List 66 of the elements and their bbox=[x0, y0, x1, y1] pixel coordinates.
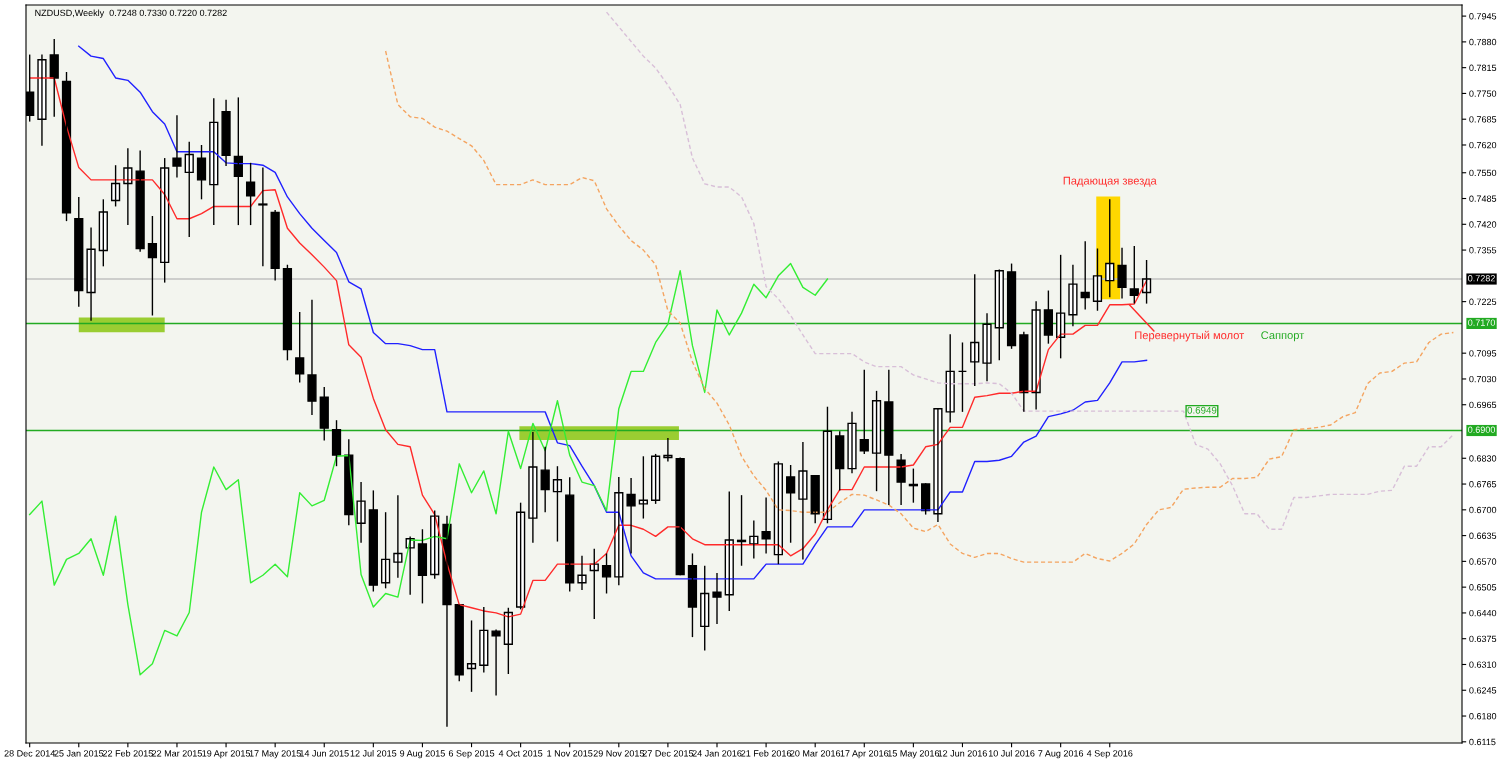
candlestick bbox=[491, 628, 501, 697]
line-series bbox=[28, 262, 829, 676]
y-tick-label: 0.6830 bbox=[1469, 455, 1497, 462]
y-tick-label: 0.7685 bbox=[1469, 116, 1497, 123]
ref-line-label: 0.6900 bbox=[1468, 426, 1495, 433]
x-tick-label: 22 Mar 2015 bbox=[152, 750, 202, 757]
y-tick-label: 0.7880 bbox=[1469, 38, 1497, 46]
x-tick-label: 24 Jan 2016 bbox=[692, 750, 742, 757]
y-tick-label: 0.6700 bbox=[1469, 506, 1497, 514]
candlestick bbox=[172, 114, 182, 179]
x-tick-label: 4 Oct 2015 bbox=[498, 750, 543, 757]
y-tick-label: 0.7030 bbox=[1469, 375, 1497, 383]
annotation: Падающая звезда bbox=[1063, 176, 1157, 187]
y-tick-label: 0.6375 bbox=[1469, 635, 1497, 643]
y-tick-label: 0.6765 bbox=[1469, 481, 1497, 488]
annotation: Перевернутый молот bbox=[1135, 330, 1245, 342]
x-tick-label: 10 Jul 2016 bbox=[988, 749, 1035, 757]
y-tick-label: 0.6965 bbox=[1469, 401, 1497, 409]
y-tick-label: 0.7355 bbox=[1469, 247, 1497, 254]
y-tick-label: 0.6245 bbox=[1469, 687, 1497, 694]
x-tick-label: 19 Apr 2015 bbox=[202, 750, 251, 759]
y-tick-label: 0.6505 bbox=[1469, 584, 1497, 591]
x-tick-label: 12 Jun 2016 bbox=[938, 750, 987, 757]
x-tick-label: 6 Sep 2015 bbox=[448, 750, 495, 759]
y-tick-label: 0.6635 bbox=[1469, 532, 1497, 539]
y-tick-label: 0.6570 bbox=[1469, 558, 1497, 565]
y-tick-label: 0.7095 bbox=[1469, 350, 1497, 357]
line-series bbox=[384, 50, 1455, 563]
x-tick-label: 29 Nov 2015 bbox=[593, 750, 645, 757]
x-tick-label: 27 Dec 2015 bbox=[642, 750, 694, 757]
x-tick-label: 12 Jul 2015 bbox=[350, 749, 397, 757]
y-tick-label: 0.6310 bbox=[1469, 661, 1497, 668]
y-tick-label: 0.6440 bbox=[1469, 609, 1497, 617]
ref-line-label: 0.7282 bbox=[1468, 275, 1495, 282]
y-tick-label: 0.7945 bbox=[1469, 13, 1497, 20]
candlestick bbox=[196, 144, 207, 201]
candlestick bbox=[601, 552, 612, 595]
y-tick-label: 0.7420 bbox=[1469, 221, 1497, 228]
line-series bbox=[605, 11, 1455, 530]
x-tick-label: 15 May 2016 bbox=[887, 750, 940, 759]
x-tick-label: 17 Apr 2016 bbox=[840, 750, 889, 759]
chart-title: NZDUSD,Weekly 0.7248 0.7330 0.7220 0.7282 bbox=[35, 9, 227, 18]
x-tick-label: 25 Jan 2015 bbox=[54, 750, 104, 757]
x-tick-label: 14 Jun 2015 bbox=[300, 750, 349, 757]
y-tick-label: 0.7550 bbox=[1469, 169, 1497, 177]
candlestick bbox=[258, 166, 268, 268]
y-tick-label: 0.7815 bbox=[1469, 64, 1497, 72]
x-tick-label: 9 Aug 2015 bbox=[400, 750, 445, 759]
candlestick bbox=[638, 455, 648, 520]
y-tick-label: 0.6115 bbox=[1469, 738, 1496, 746]
y-tick-label: 0.7225 bbox=[1469, 298, 1497, 305]
x-tick-label: 28 Dec 2014 bbox=[4, 750, 56, 757]
y-tick-label: 0.7485 bbox=[1469, 195, 1497, 202]
y-tick-label: 0.7750 bbox=[1469, 90, 1497, 97]
x-tick-label: 7 Aug 2016 bbox=[1038, 750, 1084, 759]
x-tick-label: 4 Sep 2016 bbox=[1086, 750, 1133, 759]
x-tick-label: 17 May 2015 bbox=[249, 750, 301, 759]
annotation: 0.6949 bbox=[1187, 406, 1217, 414]
x-tick-label: 20 Mar 2016 bbox=[790, 750, 841, 757]
x-tick-label: 21 Feb 2016 bbox=[741, 749, 792, 757]
ref-line-label: 0.7170 bbox=[1468, 319, 1495, 326]
x-tick-label: 1 Nov 2015 bbox=[547, 750, 593, 757]
y-tick-label: 0.7620 bbox=[1469, 141, 1497, 149]
annotation: Саппорт bbox=[1261, 331, 1305, 342]
y-tick-label: 0.6180 bbox=[1469, 713, 1497, 720]
x-tick-label: 22 Feb 2015 bbox=[102, 749, 153, 757]
